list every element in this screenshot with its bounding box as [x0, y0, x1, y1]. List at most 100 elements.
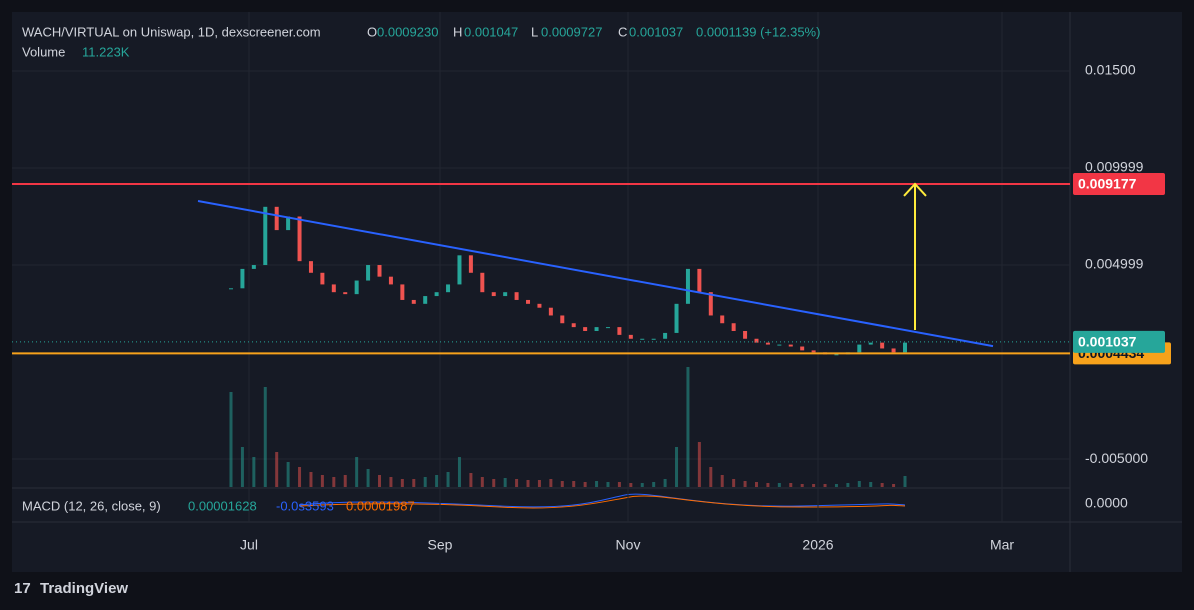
x-tick-label: Nov	[616, 537, 641, 553]
volume-bar	[298, 467, 302, 487]
volume-bar	[492, 479, 496, 487]
candle	[240, 268, 245, 289]
signal-line	[299, 495, 906, 509]
candle	[457, 255, 462, 285]
candle	[903, 342, 907, 353]
candle	[366, 265, 371, 281]
volume-bar	[583, 482, 587, 487]
candle	[388, 276, 393, 285]
volume-bar	[857, 481, 861, 487]
candle	[331, 284, 336, 293]
o-label: O	[367, 24, 377, 39]
volume-bar	[880, 483, 884, 487]
volume-bar	[892, 484, 896, 487]
candle	[891, 348, 896, 353]
candle	[446, 284, 451, 293]
candle	[800, 346, 805, 351]
candle	[297, 216, 302, 262]
candle	[651, 338, 656, 340]
volume-bar	[789, 483, 793, 487]
candle	[286, 216, 291, 231]
volume-bar	[652, 482, 656, 487]
resistance-line-tag	[1073, 172, 1165, 195]
volume-bar	[469, 473, 473, 487]
candle	[868, 342, 873, 345]
candle	[468, 255, 473, 273]
volume-bar	[754, 482, 758, 487]
candle	[857, 344, 862, 353]
volume-bar	[332, 477, 336, 487]
y-tick-label: 0.009999	[1085, 159, 1144, 175]
volume-bar	[275, 452, 279, 487]
candle	[514, 292, 519, 300]
candle	[617, 327, 622, 335]
macd-label: MACD (12, 26, close, 9)	[22, 498, 161, 513]
x-tick-label: Mar	[990, 537, 1014, 553]
x-tick-label: 2026	[802, 537, 833, 553]
o-value: 0.0009230	[377, 24, 438, 39]
change: 0.0001139 (+12.35%)	[696, 24, 820, 39]
candle	[880, 342, 885, 349]
brand: TradingView	[40, 580, 128, 597]
volume-bar	[263, 387, 267, 487]
l-label: L	[531, 24, 538, 39]
candle	[434, 292, 439, 297]
candle	[423, 296, 428, 304]
candle	[708, 292, 713, 316]
volume-bar	[903, 476, 907, 487]
volume-bar	[629, 483, 633, 487]
y-tick-label: 0.004999	[1085, 256, 1144, 272]
candle	[251, 265, 256, 269]
resistance-line-tag-label: 0.009177	[1078, 176, 1137, 192]
volume-bar	[423, 477, 427, 487]
candle	[491, 292, 496, 297]
candle	[320, 272, 325, 285]
volume-bar	[503, 478, 507, 487]
volume-bar	[697, 442, 701, 487]
candle	[354, 280, 359, 295]
candle	[274, 206, 279, 231]
l-value: 0.0009727	[541, 24, 602, 39]
volume-bar	[480, 477, 484, 487]
volume-bar	[446, 472, 450, 487]
h-value: 0.001047	[464, 24, 518, 39]
volume-bar	[800, 484, 804, 487]
volume-bar	[366, 469, 370, 487]
candle	[377, 265, 382, 277]
chart-panel	[12, 12, 1182, 572]
volume-bar	[549, 479, 553, 487]
candle	[628, 334, 633, 339]
candle	[743, 330, 748, 339]
candle	[583, 327, 588, 331]
volume-bar	[732, 479, 736, 487]
volume-label: Volume	[22, 44, 65, 59]
candle	[571, 323, 576, 328]
candle	[537, 303, 542, 308]
volume-bar	[686, 367, 690, 487]
macd-tick-label: 0.0000	[1085, 495, 1128, 511]
candle	[720, 315, 725, 324]
volume-bar	[537, 480, 541, 487]
symbol: WACH/VIRTUAL on Uniswap, 1D, dexscreener…	[22, 24, 321, 39]
macd-value: 0.00001628	[188, 498, 257, 513]
volume-bar	[435, 475, 439, 487]
volume-bar	[640, 483, 644, 487]
volume-bar	[560, 481, 564, 487]
trendline	[197, 200, 994, 348]
candle	[811, 350, 816, 353]
x-tick-label: Sep	[428, 537, 453, 553]
candle	[400, 284, 405, 300]
volume-bar	[412, 479, 416, 487]
macd-hist: 0.00001987	[346, 498, 415, 513]
c-value: 0.001037	[629, 24, 683, 39]
volume-bar	[869, 482, 873, 487]
volume-bar	[400, 479, 404, 487]
volume-bar	[286, 462, 290, 487]
candle	[777, 344, 782, 346]
volume-bar	[252, 457, 256, 487]
c-label: C	[618, 24, 627, 39]
candle	[765, 342, 770, 345]
candle	[594, 327, 599, 331]
candle	[343, 292, 348, 295]
